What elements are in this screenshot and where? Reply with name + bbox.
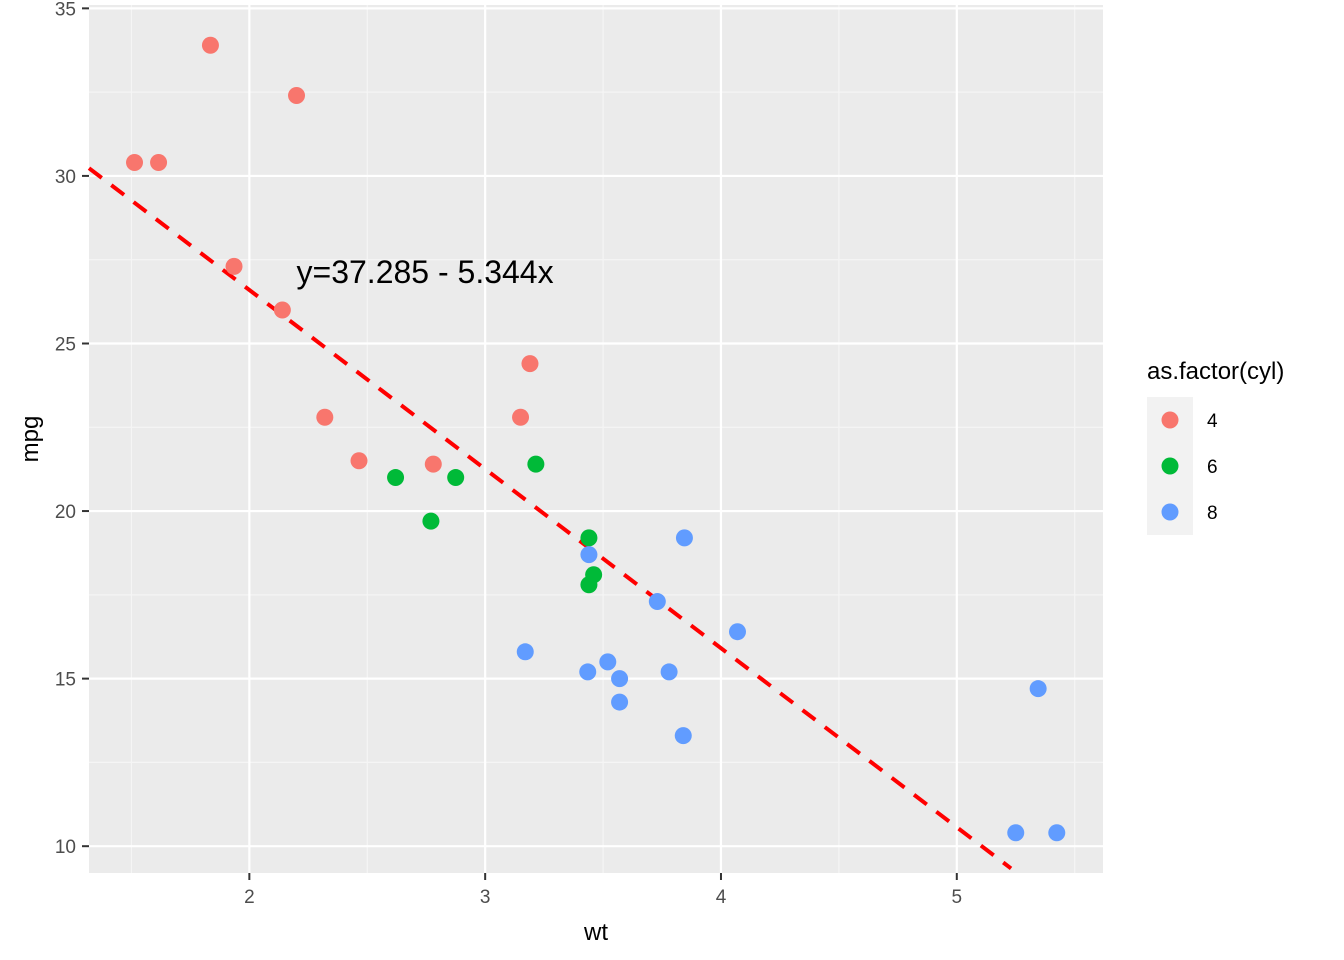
- data-point-cyl-8: [579, 663, 597, 681]
- legend-title: as.factor(cyl): [1147, 358, 1284, 385]
- data-point-cyl-8: [648, 593, 666, 611]
- trend-line-layer: [87, 166, 1013, 871]
- data-point-cyl-8: [674, 727, 692, 745]
- gridlines: [89, 5, 1103, 873]
- y-tick-label: 20: [55, 502, 76, 523]
- data-point-cyl-4: [521, 355, 539, 373]
- data-point-cyl-8: [1048, 824, 1066, 842]
- data-point-cyl-8: [611, 670, 629, 688]
- y-tick-label: 35: [55, 0, 76, 20]
- y-tick-label: 25: [55, 334, 76, 355]
- y-tick-label: 15: [55, 670, 76, 691]
- data-point-cyl-8: [1029, 680, 1047, 698]
- data-point-cyl-4: [150, 154, 168, 172]
- data-point-cyl-4: [512, 408, 530, 426]
- data-point-cyl-4: [225, 257, 243, 275]
- data-point-cyl-4: [424, 455, 442, 473]
- data-point-cyl-8: [1007, 824, 1025, 842]
- y-tick-label: 30: [55, 167, 76, 188]
- x-tick-label: 4: [716, 887, 727, 908]
- data-point-cyl-8: [516, 643, 534, 661]
- x-tick-label: 5: [952, 887, 963, 908]
- data-point-cyl-8: [660, 663, 678, 681]
- data-point-cyl-8: [675, 529, 693, 547]
- data-point-cyl-6: [387, 469, 405, 487]
- equation-annotation: y=37.285 - 5.344x: [297, 254, 554, 290]
- y-tick-label: 10: [55, 837, 76, 858]
- data-point-cyl-4: [288, 86, 306, 104]
- data-point-cyl-8: [580, 546, 598, 564]
- data-point-cyl-8: [728, 623, 746, 641]
- data-point-cyl-8: [611, 693, 629, 711]
- data-point-cyl-6: [580, 576, 598, 594]
- data-point-cyl-4: [126, 154, 144, 172]
- data-point-cyl-4: [316, 408, 334, 426]
- y-axis-title: mpg: [17, 416, 44, 463]
- axes: 2 3 4 5 10 15 20 25 30 35: [55, 0, 962, 908]
- data-point-cyl-6: [447, 469, 465, 487]
- x-tick-label: 2: [244, 887, 255, 908]
- data-point-cyl-6: [580, 529, 598, 547]
- plot-panel: [89, 5, 1103, 873]
- data-point-cyl-4: [273, 301, 291, 319]
- x-axis-title: wt: [583, 919, 608, 946]
- legend-key-8: [1161, 503, 1179, 521]
- annotations: y=37.285 - 5.344x: [297, 254, 554, 290]
- legend-label-8: 8: [1207, 503, 1218, 524]
- x-tick-label: 3: [480, 887, 491, 908]
- data-points: [126, 36, 1066, 842]
- data-point-cyl-4: [350, 452, 368, 470]
- legend-label-6: 6: [1207, 457, 1218, 478]
- legend-key-6: [1161, 457, 1179, 475]
- legend-key-4: [1161, 411, 1179, 429]
- data-point-cyl-8: [599, 653, 617, 671]
- legend: as.factor(cyl) 4 6 8: [1147, 358, 1284, 535]
- data-point-cyl-6: [527, 455, 545, 473]
- trend-line: [87, 166, 1013, 871]
- legend-label-4: 4: [1207, 411, 1218, 432]
- data-point-cyl-6: [422, 512, 440, 530]
- data-point-cyl-4: [201, 36, 219, 54]
